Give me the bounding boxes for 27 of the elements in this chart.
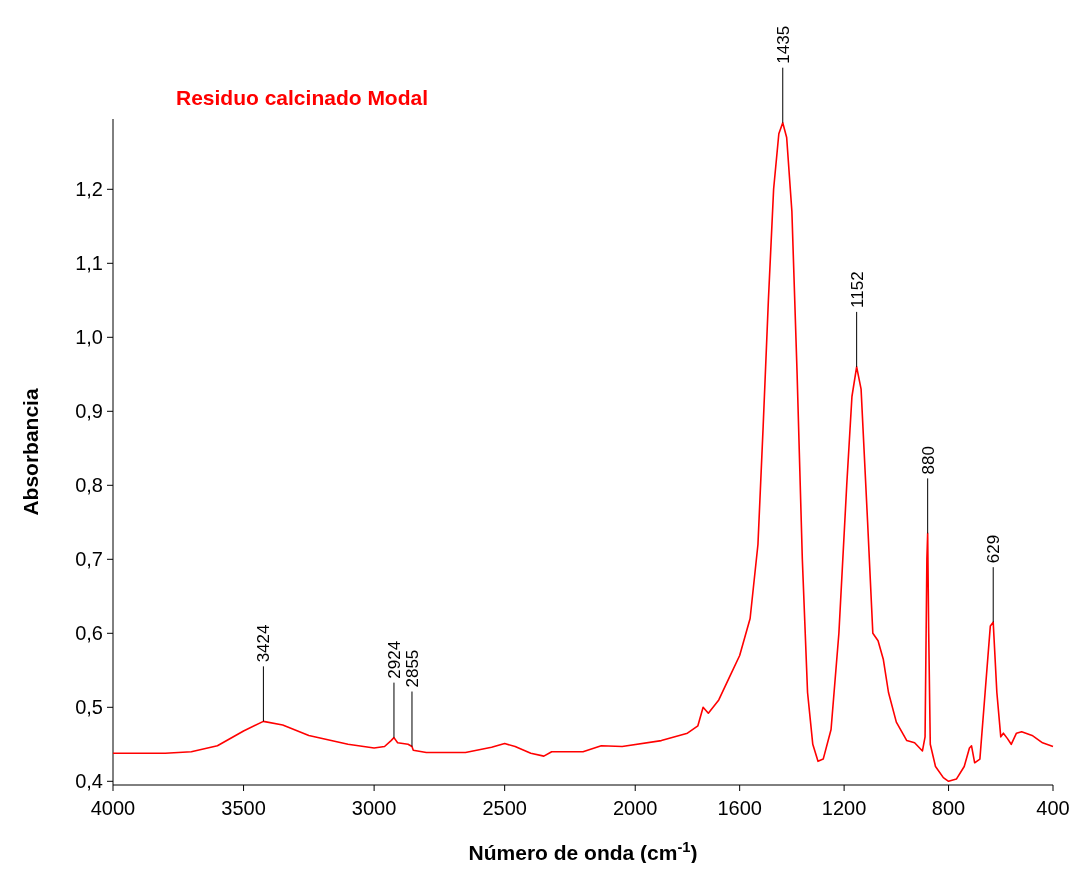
annotation: 629 [984,534,1004,564]
chart-title: Residuo calcinado Modal [176,86,429,109]
x-tick-label: 3500 [221,797,266,819]
annotation: 2924 [384,640,404,679]
x-tick-label: 3000 [351,797,397,819]
x-tick-label: 1200 [821,797,867,819]
x-tick-label: 1600 [717,797,762,819]
x-tick-label: 2500 [482,797,527,819]
y-tick-label: 1,2 [75,178,103,201]
annotation: 2855 [402,649,422,688]
x-tick-label: 400 [1036,797,1070,819]
y-tick-label: 0,9 [75,400,103,423]
y-tick-label: 1,0 [75,326,103,349]
annotation: 1152 [847,271,867,308]
y-tick-label: 0,7 [75,548,103,571]
y-tick-label: 0,6 [75,622,103,645]
y-tick-label: 0,8 [75,474,103,497]
y-tick-label: 1,1 [75,252,103,275]
y-tick-label: 0,4 [75,770,103,793]
y-axis-title: Absorbancia [19,388,42,516]
x-tick-label: 4000 [90,797,136,819]
annotation: 1435 [773,25,793,64]
annotation: 880 [918,446,938,475]
y-tick-label: 0,5 [75,696,103,719]
annotation: 3424 [254,624,274,663]
x-tick-label: 800 [931,797,966,819]
x-tick-label: 2000 [612,797,658,819]
